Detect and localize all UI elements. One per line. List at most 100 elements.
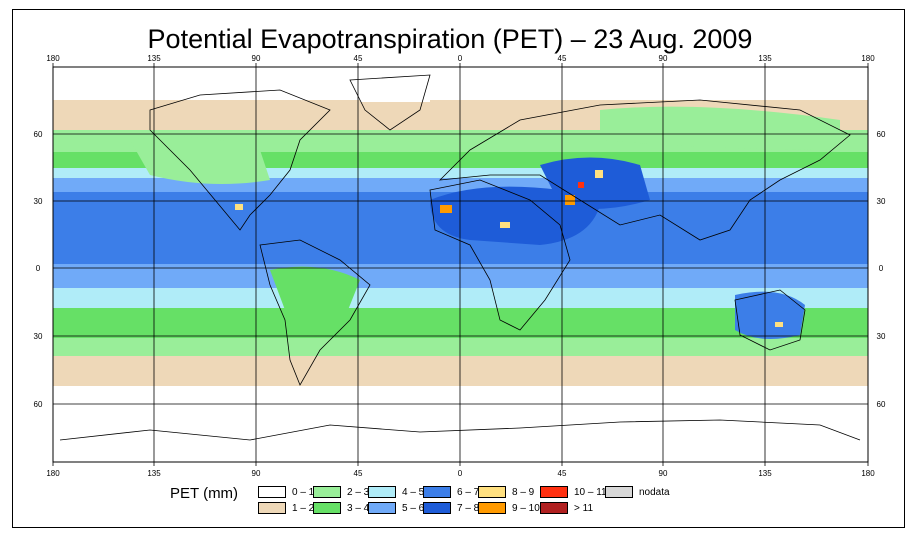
coast-south-america	[259, 239, 371, 386]
lat-label-right: 30	[877, 197, 886, 206]
legend-label: 3 – 4	[347, 502, 370, 514]
legend-label: 1 – 2	[292, 502, 315, 514]
coast-africa	[429, 179, 571, 331]
band-arctic	[53, 67, 868, 100]
lat-labels-left: 60 30 0 30 60	[34, 130, 43, 409]
hot-spot-7	[775, 322, 783, 327]
legend-item: 0 – 1	[258, 486, 314, 498]
legend-title: PET (mm)	[170, 485, 239, 502]
legend-label: > 11	[574, 502, 593, 514]
map-border	[52, 66, 869, 463]
band-south-4-5	[53, 288, 868, 308]
band-south-3-4	[53, 308, 868, 338]
hot-spot-4	[595, 170, 603, 178]
lon-label-top: 90	[659, 54, 668, 63]
hot-spot-3	[565, 195, 575, 205]
lon-label-top: 180	[46, 54, 60, 63]
legend-item: > 11	[540, 502, 593, 514]
legend-swatch	[540, 502, 568, 514]
lon-label-bottom: 0	[458, 469, 463, 478]
legend-swatch	[368, 486, 396, 498]
ticks	[52, 63, 869, 466]
band-antarctic	[53, 386, 868, 462]
lat-label-right: 60	[877, 400, 886, 409]
lat-label-right: 60	[877, 130, 886, 139]
band-south-2-3	[53, 338, 868, 356]
patch-siberia-green	[600, 106, 840, 150]
pet-bands	[53, 67, 868, 462]
legend-label: 7 – 8	[457, 502, 480, 514]
lon-label-bottom: 45	[354, 469, 363, 478]
lon-label-top: 45	[558, 54, 567, 63]
patch-south-america	[270, 266, 360, 337]
legend-swatch	[478, 502, 506, 514]
legend-item: 4 – 5	[368, 486, 424, 498]
coast-antarctica	[59, 419, 861, 441]
lon-label-bottom: 90	[252, 469, 261, 478]
legend-swatch	[605, 486, 633, 498]
legend-item: 7 – 8	[423, 502, 479, 514]
legend-item: 10 – 11	[540, 486, 607, 498]
lat-label-left: 60	[34, 130, 43, 139]
legend-label: 9 – 10	[512, 502, 540, 514]
legend-swatch	[540, 486, 568, 498]
lon-label-bottom: 180	[861, 469, 875, 478]
legend-swatch	[478, 486, 506, 498]
legend-label: 8 – 9	[512, 486, 535, 498]
tick-marks-bottom	[52, 462, 869, 466]
hot-spot-2	[500, 222, 510, 228]
lon-label-top: 135	[147, 54, 161, 63]
legend-label: nodata	[639, 486, 670, 498]
hot-spot-5	[578, 182, 584, 188]
legend-swatch	[313, 502, 341, 514]
legend-item: 3 – 4	[313, 502, 369, 514]
legend-label: 0 – 1	[292, 486, 315, 498]
lat-label-left: 0	[36, 264, 41, 273]
hot-spot-6	[235, 204, 243, 210]
legend-swatch	[423, 502, 451, 514]
legend-item: 1 – 2	[258, 502, 314, 514]
legend-swatch	[258, 486, 286, 498]
legend-swatch	[313, 486, 341, 498]
hot-spot-1	[440, 205, 452, 213]
coast-greenland	[349, 74, 431, 131]
band-north-4-5	[53, 168, 868, 178]
map-title: Potential Evapotranspiration (PET) – 23 …	[147, 24, 753, 54]
legend-label: 4 – 5	[402, 486, 425, 498]
legend-item: 9 – 10	[478, 502, 540, 514]
patch-australia	[735, 291, 805, 339]
ocean-arctic-land	[360, 72, 430, 102]
legend-label: 10 – 11	[574, 486, 607, 498]
legend-item: 5 – 6	[368, 502, 424, 514]
lon-label-top: 45	[354, 54, 363, 63]
coast-north-america	[149, 89, 331, 231]
lat-labels-right: 60 30 0 30 60	[877, 130, 886, 409]
legend-label: 2 – 3	[347, 486, 370, 498]
lon-label-top: 90	[252, 54, 261, 63]
lon-label-bottom: 45	[558, 469, 567, 478]
lat-label-right: 30	[877, 332, 886, 341]
lon-label-bottom: 135	[147, 469, 161, 478]
patch-north-america-green	[130, 136, 270, 184]
legend-item: 6 – 7	[423, 486, 479, 498]
lon-label-top: 180	[861, 54, 875, 63]
legend-item: nodata	[605, 486, 670, 498]
legend-item: 2 – 3	[313, 486, 369, 498]
lon-label-bottom: 90	[659, 469, 668, 478]
lon-label-bottom: 180	[46, 469, 60, 478]
tick-marks-top	[52, 63, 869, 67]
lat-label-right: 0	[879, 264, 884, 273]
lon-labels-top: 180 135 90 45 0 45 90 135 180	[46, 54, 875, 63]
lat-label-left: 60	[34, 400, 43, 409]
legend-item: 8 – 9	[478, 486, 534, 498]
lon-label-top: 135	[758, 54, 772, 63]
lon-label-bottom: 135	[758, 469, 772, 478]
graticule	[53, 67, 868, 462]
coast-australia	[734, 289, 806, 351]
legend-swatch	[423, 486, 451, 498]
legend-label: 6 – 7	[457, 486, 480, 498]
lon-label-top: 0	[458, 54, 463, 63]
legend-swatch	[258, 502, 286, 514]
legend-label: 5 – 6	[402, 502, 425, 514]
